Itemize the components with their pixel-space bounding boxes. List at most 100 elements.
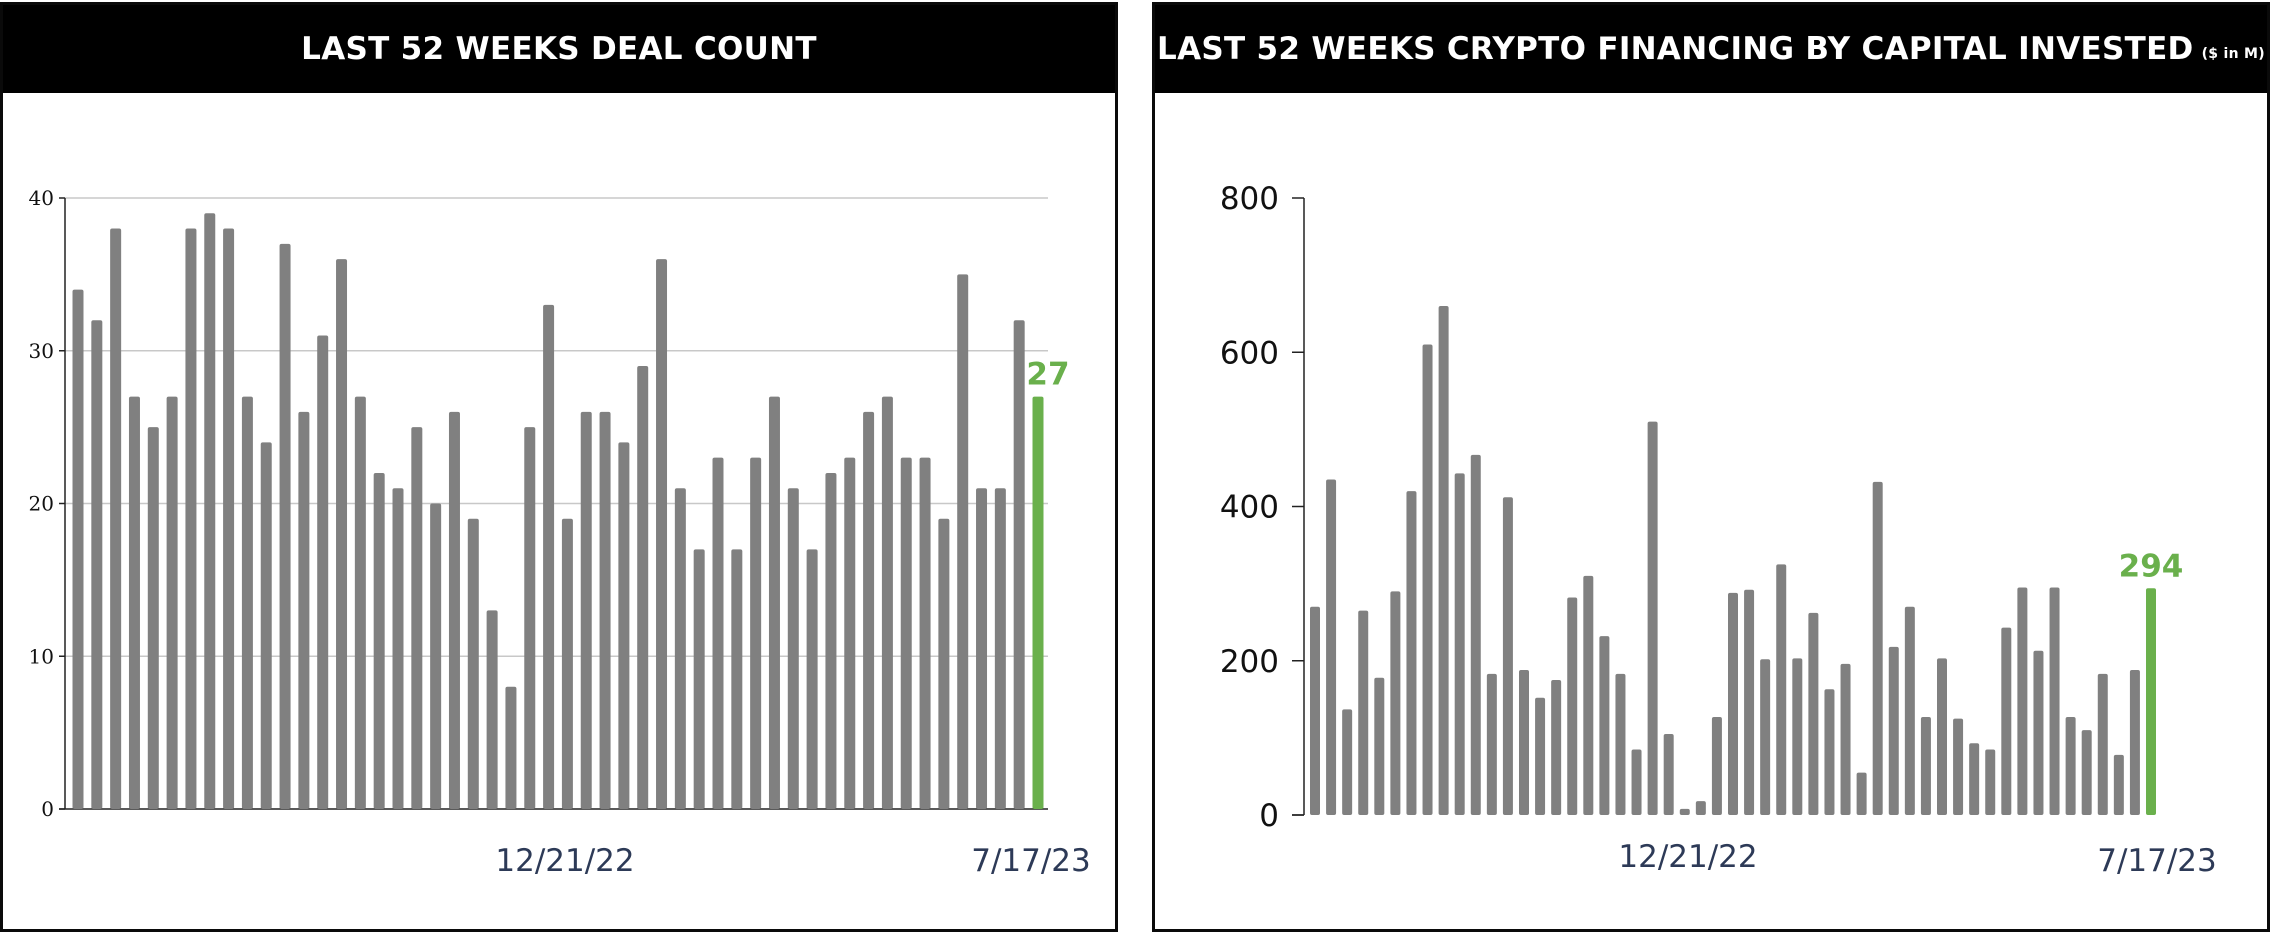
bar xyxy=(844,457,856,809)
bar xyxy=(543,304,555,809)
bar xyxy=(994,488,1006,809)
bar xyxy=(1567,597,1578,815)
bar xyxy=(787,488,799,809)
y-tick-label: 30 xyxy=(29,339,54,363)
x-tick-label: 12/21/22 xyxy=(1618,839,1757,875)
bar xyxy=(392,488,404,809)
bar xyxy=(1760,659,1771,815)
bar xyxy=(919,457,931,809)
bar xyxy=(1470,454,1481,815)
bar xyxy=(1663,734,1674,815)
bar xyxy=(1342,709,1353,815)
bar xyxy=(524,427,536,809)
bar xyxy=(825,472,837,809)
bar xyxy=(2033,650,2044,815)
bar xyxy=(1502,497,1513,815)
bar xyxy=(674,488,686,809)
y-tick-label: 10 xyxy=(29,644,54,668)
bar xyxy=(2001,627,2012,815)
bar xyxy=(1920,717,1931,815)
bar xyxy=(1840,663,1851,815)
y-tick-label: 40 xyxy=(29,186,54,210)
bar xyxy=(1904,606,1915,815)
bar xyxy=(1535,697,1546,815)
bar xyxy=(317,335,329,809)
bar xyxy=(1744,589,1755,815)
bar xyxy=(279,243,291,809)
y-tick-label: 20 xyxy=(29,492,54,516)
y-tick-label: 0 xyxy=(1259,798,1279,834)
bar xyxy=(1937,658,1947,815)
bar xyxy=(448,411,460,809)
bar xyxy=(1583,575,1594,815)
y-tick-label: 800 xyxy=(1220,181,1279,217)
y-tick-label: 0 xyxy=(41,797,54,821)
bar xyxy=(1358,610,1369,815)
bar xyxy=(1824,689,1835,815)
bar xyxy=(486,610,498,809)
bar xyxy=(1599,636,1610,815)
bar xyxy=(147,427,159,809)
bar xyxy=(223,228,235,810)
bar xyxy=(1615,673,1626,815)
bar xyxy=(1406,491,1417,815)
bar xyxy=(1454,473,1465,815)
highlight-value-label: 27 xyxy=(1026,357,1069,393)
y-tick-label: 200 xyxy=(1220,644,1279,680)
bar xyxy=(750,457,762,809)
highlight-bar xyxy=(2146,588,2156,815)
capital-invested-title: LAST 52 WEEKS CRYPTO FINANCING BY CAPITA… xyxy=(1157,31,2194,67)
bar xyxy=(2065,717,2076,815)
bar xyxy=(505,686,517,809)
bar xyxy=(1695,801,1706,815)
x-tick-label: 7/17/23 xyxy=(971,843,1091,879)
bar xyxy=(768,396,780,809)
bar xyxy=(373,472,385,809)
capital-invested-header: LAST 52 WEEKS CRYPTO FINANCING BY CAPITA… xyxy=(1155,5,2267,93)
bar xyxy=(1856,772,1867,815)
bar xyxy=(430,503,442,809)
bar xyxy=(241,396,253,809)
bar xyxy=(298,411,310,809)
bar xyxy=(110,228,122,810)
bar xyxy=(354,396,366,809)
y-tick-label: 400 xyxy=(1220,490,1279,526)
bar xyxy=(863,411,875,809)
deal-count-panel: LAST 52 WEEKS DEAL COUNT 0 10 20 30 40 27 12/2… xyxy=(0,2,1118,932)
bar xyxy=(1374,677,1385,815)
bar xyxy=(881,396,893,809)
bar xyxy=(599,411,611,809)
capital-invested-unit: ($ in M) xyxy=(2201,46,2265,62)
bar xyxy=(1422,344,1433,815)
bar xyxy=(1013,320,1025,809)
bar xyxy=(91,320,103,809)
bar xyxy=(1390,591,1401,815)
bar xyxy=(166,396,178,809)
bar xyxy=(693,549,705,809)
bar xyxy=(580,411,592,809)
bar xyxy=(72,289,84,809)
bar xyxy=(731,549,743,809)
bar xyxy=(1310,606,1320,815)
bar xyxy=(1551,680,1562,815)
bar xyxy=(618,442,630,809)
bar xyxy=(185,228,197,810)
bar xyxy=(1711,717,1722,815)
bar xyxy=(1808,612,1819,815)
bar xyxy=(806,549,818,809)
capital-invested-chart: 0 200 400 600 800 294 12/21/22 7/17/23 xyxy=(1220,181,2217,879)
bar xyxy=(976,488,988,809)
bar xyxy=(2081,730,2092,815)
bar xyxy=(957,274,969,809)
deal-count-title: LAST 52 WEEKS DEAL COUNT xyxy=(301,31,817,67)
bar xyxy=(1872,481,1883,815)
bar xyxy=(1792,658,1803,815)
capital-invested-panel: LAST 52 WEEKS CRYPTO FINANCING BY CAPITA… xyxy=(1152,2,2270,932)
y-tick-label: 600 xyxy=(1220,335,1279,371)
bar xyxy=(2097,673,2108,815)
x-tick-label: 7/17/23 xyxy=(2097,843,2217,879)
deal-count-header: LAST 52 WEEKS DEAL COUNT xyxy=(3,5,1115,93)
bar xyxy=(900,457,912,809)
bar xyxy=(656,259,668,810)
bar xyxy=(1728,592,1738,815)
